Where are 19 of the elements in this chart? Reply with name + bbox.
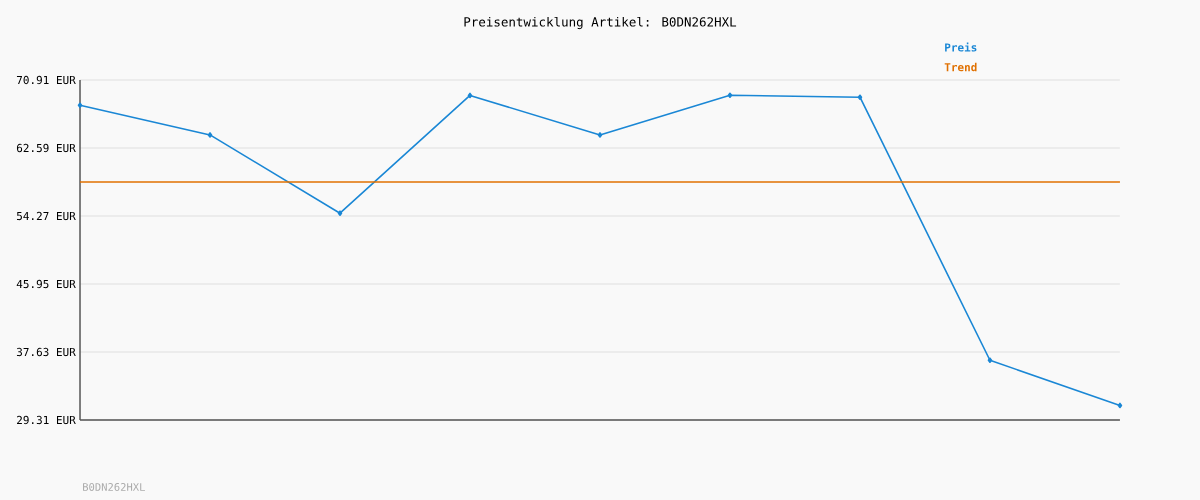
text: Trend: [944, 62, 977, 72]
point: [987, 357, 993, 364]
point: [207, 132, 213, 138]
point: [77, 102, 83, 109]
point: [857, 94, 863, 101]
y-tick-label: 45.95 EUR: [16, 279, 76, 289]
y-tick-label: 29.31 EUR: [17, 415, 76, 425]
y-tick-label: 54.27 EUR: [16, 211, 76, 221]
point: [1117, 402, 1123, 409]
y-tick-label: 62.59 EUR: [16, 143, 76, 153]
point: [467, 92, 473, 99]
text: Preis: [945, 42, 977, 52]
point: [597, 132, 603, 138]
chart-title: Preisentwicklung Artikel: B0DN262HXL: [464, 16, 737, 30]
y-tick-label: 70.91 EUR: [16, 75, 76, 85]
y-tick-label: 37.63 EUR: [16, 347, 76, 357]
point: [727, 92, 733, 99]
text: B0DN262HXL: [83, 483, 145, 491]
point: [337, 210, 343, 216]
